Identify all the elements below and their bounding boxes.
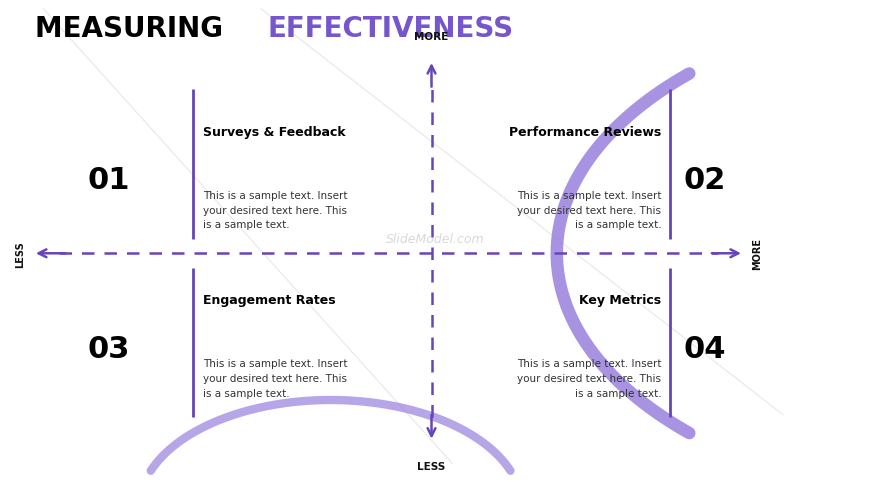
Text: SlideModel.com: SlideModel.com bbox=[385, 233, 484, 245]
Text: LESS: LESS bbox=[15, 241, 25, 267]
Text: Surveys & Feedback: Surveys & Feedback bbox=[202, 125, 345, 138]
Text: This is a sample text. Insert
your desired text here. This
is a sample text.: This is a sample text. Insert your desir… bbox=[202, 359, 347, 398]
Text: This is a sample text. Insert
your desired text here. This
is a sample text.: This is a sample text. Insert your desir… bbox=[516, 359, 660, 398]
Text: 04: 04 bbox=[683, 334, 725, 364]
Text: MORE: MORE bbox=[751, 238, 761, 270]
Text: 01: 01 bbox=[88, 166, 129, 195]
Text: This is a sample text. Insert
your desired text here. This
is a sample text.: This is a sample text. Insert your desir… bbox=[202, 190, 347, 230]
Text: 03: 03 bbox=[88, 334, 129, 364]
Text: 02: 02 bbox=[683, 166, 725, 195]
Text: This is a sample text. Insert
your desired text here. This
is a sample text.: This is a sample text. Insert your desir… bbox=[516, 190, 660, 230]
Text: LESS: LESS bbox=[417, 461, 445, 471]
Text: Engagement Rates: Engagement Rates bbox=[202, 294, 335, 306]
Text: MEASURING: MEASURING bbox=[35, 15, 232, 42]
Text: Key Metrics: Key Metrics bbox=[579, 294, 660, 306]
Text: EFFECTIVENESS: EFFECTIVENESS bbox=[268, 15, 514, 42]
Text: MORE: MORE bbox=[414, 32, 448, 41]
Text: Performance Reviews: Performance Reviews bbox=[508, 125, 660, 138]
